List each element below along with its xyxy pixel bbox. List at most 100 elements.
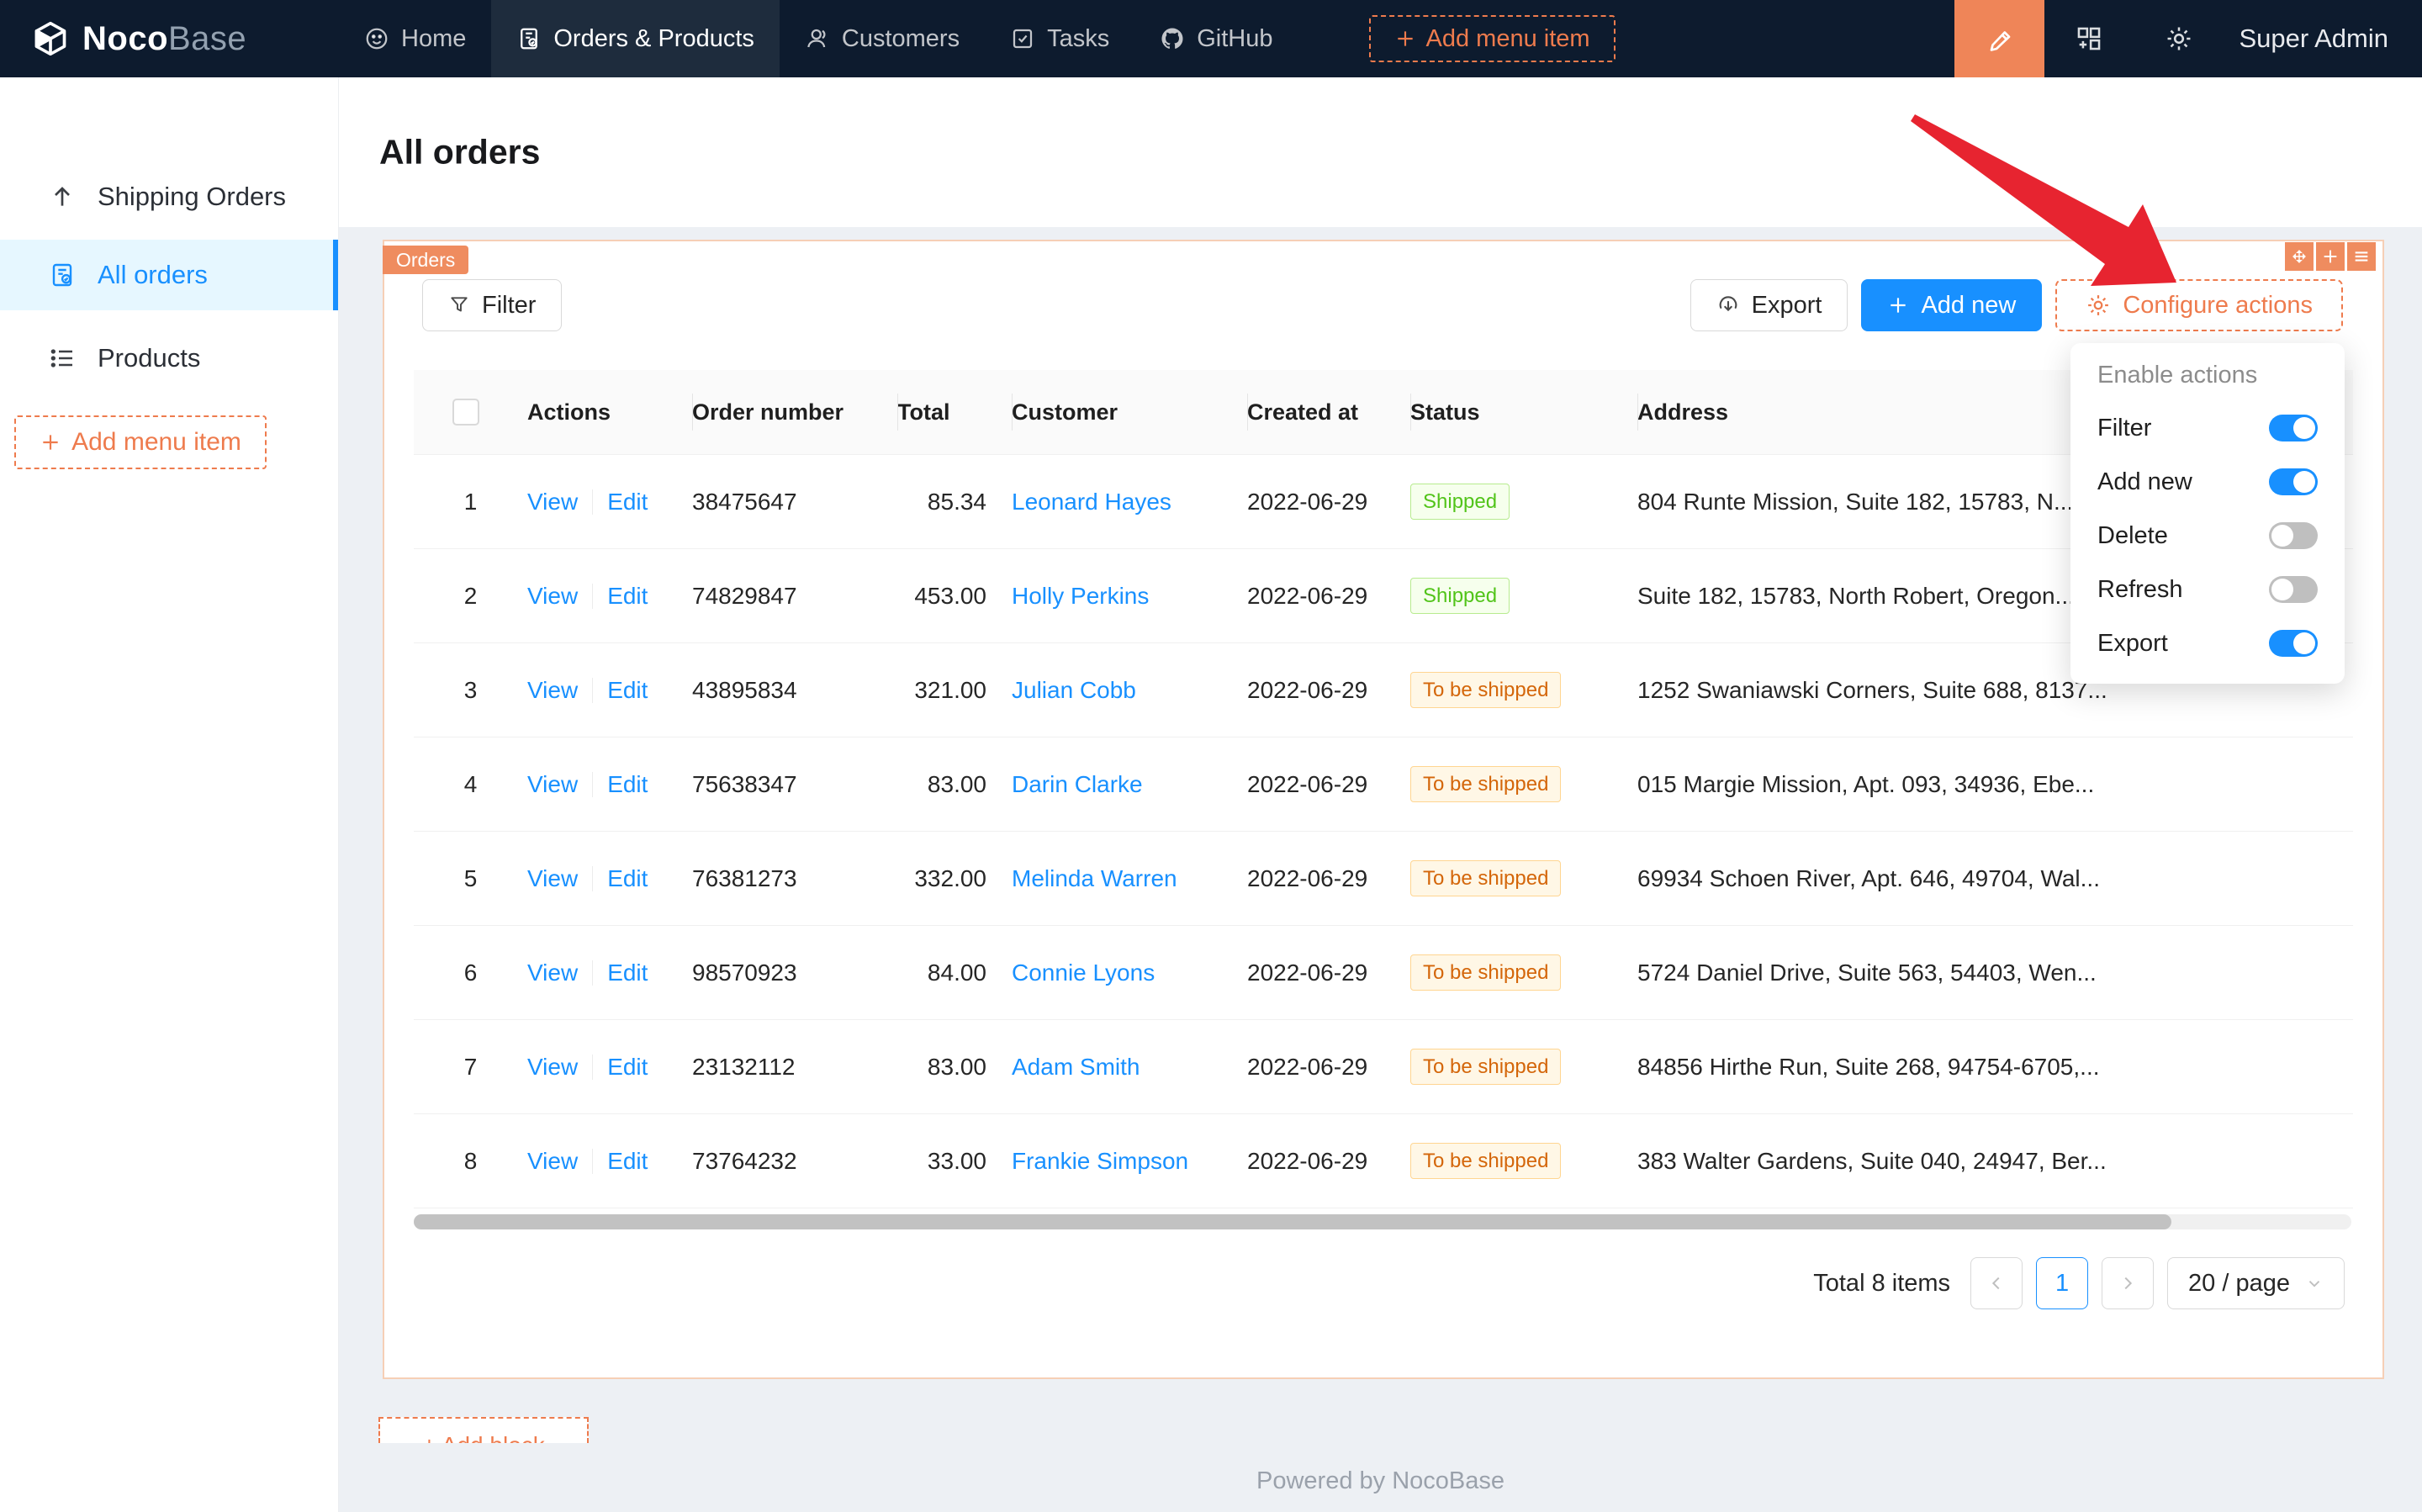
dropdown-header: Enable actions	[2070, 362, 2345, 401]
prev-page-button[interactable]	[1970, 1257, 2023, 1309]
insert-block-icon[interactable]	[2316, 242, 2345, 271]
order-number-cell: 75638347	[692, 771, 897, 798]
customer-link[interactable]: Frankie Simpson	[1012, 1148, 1188, 1175]
created-at-cell: 2022-06-29	[1247, 677, 1410, 704]
row-index: 1	[414, 489, 527, 515]
edit-link[interactable]: Edit	[607, 1148, 648, 1175]
customer-link[interactable]: Connie Lyons	[1012, 960, 1155, 986]
created-at-cell: 2022-06-29	[1247, 1054, 1410, 1081]
next-page-button[interactable]	[2102, 1257, 2154, 1309]
dropdown-item-refresh[interactable]: Refresh	[2070, 563, 2345, 616]
add-block-button[interactable]: + Add block	[378, 1417, 589, 1443]
nav-item-orders-products[interactable]: Orders & Products	[491, 0, 780, 77]
created-at-cell: 2022-06-29	[1247, 583, 1410, 610]
nocobase-logo[interactable]: NocoBase	[0, 20, 339, 58]
configure-actions-button[interactable]: Configure actions	[2055, 279, 2343, 331]
orders-icon	[516, 26, 542, 51]
view-link[interactable]: View	[527, 677, 578, 704]
view-link[interactable]: View	[527, 865, 578, 892]
link-divider	[592, 584, 593, 609]
row-actions: View Edit	[527, 1148, 692, 1175]
block-menu-icon[interactable]	[2347, 242, 2376, 271]
select-all-checkbox[interactable]	[452, 399, 479, 426]
address-cell: 015 Margie Mission, Apt. 093, 34936, Ebe…	[1637, 771, 2353, 798]
horizontal-scrollbar-thumb[interactable]	[414, 1214, 2171, 1229]
ui-editor-button[interactable]	[1954, 0, 2044, 77]
add-new-button[interactable]: Add new	[1861, 279, 2042, 331]
customer-link[interactable]: Julian Cobb	[1012, 677, 1136, 704]
drag-handle-icon[interactable]	[2285, 242, 2314, 271]
status-cell: To be shipped	[1410, 672, 1637, 708]
address-cell: 5724 Daniel Drive, Suite 563, 54403, Wen…	[1637, 960, 2353, 986]
edit-link[interactable]: Edit	[607, 1054, 648, 1081]
delete-toggle[interactable]	[2269, 522, 2318, 549]
dropdown-item-add-new[interactable]: Add new	[2070, 455, 2345, 509]
order-number-cell: 76381273	[692, 865, 897, 892]
page-number-button[interactable]: 1	[2036, 1257, 2088, 1309]
view-link[interactable]: View	[527, 1148, 578, 1175]
refresh-toggle[interactable]	[2269, 576, 2318, 603]
nav-add-menu-item-button[interactable]: Add menu item	[1369, 15, 1616, 62]
row-actions: View Edit	[527, 489, 692, 515]
created-at-cell: 2022-06-29	[1247, 489, 1410, 515]
dropdown-item-label: Filter	[2097, 415, 2151, 442]
page-header: All orders	[339, 77, 2422, 227]
settings-button[interactable]	[2134, 0, 2224, 77]
edit-link[interactable]: Edit	[607, 771, 648, 798]
edit-link[interactable]: Edit	[607, 583, 648, 610]
link-divider	[592, 772, 593, 797]
customer-link[interactable]: Adam Smith	[1012, 1054, 1140, 1081]
funnel-icon	[448, 294, 470, 316]
sidebar-item-all-orders[interactable]: All orders	[0, 240, 338, 310]
sidebar-item-products[interactable]: Products	[0, 326, 338, 390]
smile-icon	[364, 26, 389, 51]
view-link[interactable]: View	[527, 489, 578, 515]
sidebar-item-shipping-orders[interactable]: Shipping Orders	[0, 165, 338, 229]
filter-button[interactable]: Filter	[422, 279, 562, 331]
orders-table: Actions Order number Total Customer Crea…	[414, 370, 2353, 1208]
status-badge: To be shipped	[1410, 954, 1561, 991]
status-cell: Shipped	[1410, 578, 1637, 614]
link-divider	[592, 678, 593, 703]
customer-link[interactable]: Leonard Hayes	[1012, 489, 1171, 515]
customer-link[interactable]: Melinda Warren	[1012, 865, 1177, 892]
user-menu[interactable]: Super Admin	[2224, 24, 2422, 54]
edit-link[interactable]: Edit	[607, 489, 648, 515]
sidebar-item-label: Products	[98, 343, 200, 373]
sidebar-add-menu-item-button[interactable]: Add menu item	[14, 415, 267, 469]
edit-link[interactable]: Edit	[607, 865, 648, 892]
created-at-cell: 2022-06-29	[1247, 865, 1410, 892]
view-link[interactable]: View	[527, 1054, 578, 1081]
dropdown-item-export[interactable]: Export	[2070, 616, 2345, 670]
page-size-select[interactable]: 20 / page	[2167, 1257, 2345, 1309]
customer-link[interactable]: Holly Perkins	[1012, 583, 1149, 610]
cube-logo-icon	[32, 20, 69, 57]
dropdown-item-filter[interactable]: Filter	[2070, 401, 2345, 455]
customer-cell: Melinda Warren	[1012, 865, 1247, 892]
nav-item-github[interactable]: GitHub	[1134, 0, 1298, 77]
view-link[interactable]: View	[527, 960, 578, 986]
edit-link[interactable]: Edit	[607, 960, 648, 986]
export-toggle[interactable]	[2269, 630, 2318, 657]
edit-link[interactable]: Edit	[607, 677, 648, 704]
table-row: 3 View Edit 43895834 321.00 Julian Cobb …	[414, 643, 2353, 737]
table-row: 4 View Edit 75638347 83.00 Darin Clarke …	[414, 737, 2353, 832]
download-icon	[1716, 293, 1740, 317]
export-button[interactable]: Export	[1690, 279, 1848, 331]
plugin-manager-button[interactable]	[2044, 0, 2134, 77]
customer-link[interactable]: Darin Clarke	[1012, 771, 1143, 798]
row-actions: View Edit	[527, 1054, 692, 1081]
table-row: 1 View Edit 38475647 85.34 Leonard Hayes…	[414, 455, 2353, 549]
view-link[interactable]: View	[527, 583, 578, 610]
table-row: 8 View Edit 73764232 33.00 Frankie Simps…	[414, 1114, 2353, 1208]
filter-toggle[interactable]	[2269, 415, 2318, 441]
nav-item-tasks[interactable]: Tasks	[985, 0, 1134, 77]
dropdown-item-delete[interactable]: Delete	[2070, 509, 2345, 563]
add-new-button-label: Add new	[1921, 292, 2016, 320]
nav-item-home[interactable]: Home	[339, 0, 491, 77]
export-button-label: Export	[1752, 292, 1822, 320]
horizontal-scrollbar-track	[414, 1214, 2351, 1229]
add-new-toggle[interactable]	[2269, 468, 2318, 495]
view-link[interactable]: View	[527, 771, 578, 798]
nav-item-customers[interactable]: Customers	[780, 0, 985, 77]
